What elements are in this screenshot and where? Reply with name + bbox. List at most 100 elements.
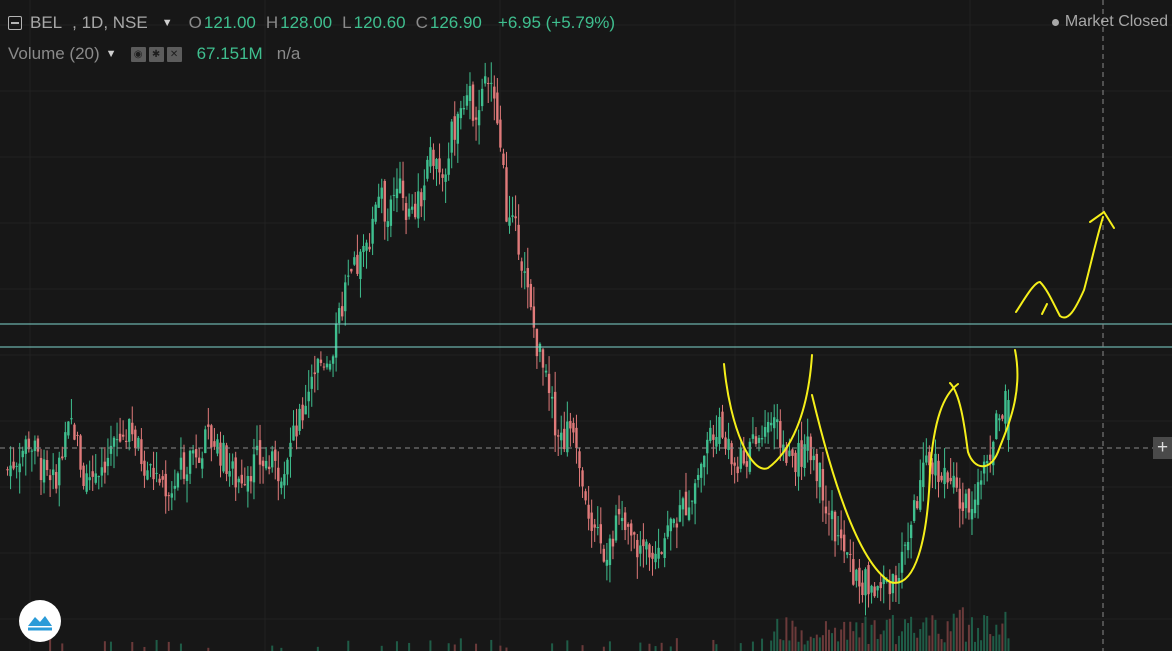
candle-body bbox=[508, 217, 511, 226]
chevron-down-icon[interactable]: ▼ bbox=[161, 17, 173, 29]
candle-body bbox=[973, 499, 977, 514]
volume-bar bbox=[977, 627, 980, 651]
volume-bar bbox=[408, 642, 411, 651]
volume-bar bbox=[581, 645, 584, 651]
candle-body bbox=[267, 466, 271, 470]
candle-body bbox=[699, 463, 703, 478]
candle-body bbox=[310, 376, 313, 389]
plus-icon[interactable]: + bbox=[1153, 437, 1172, 459]
candle-body bbox=[286, 459, 289, 475]
candle-body bbox=[666, 525, 669, 537]
volume-bar bbox=[980, 640, 983, 651]
candle-body bbox=[359, 251, 362, 280]
volume-bar bbox=[380, 645, 383, 651]
volume-bar bbox=[505, 647, 508, 651]
candle-body bbox=[791, 449, 794, 456]
candle-body bbox=[651, 552, 654, 559]
candle-body bbox=[605, 559, 609, 566]
logo-mark bbox=[28, 616, 52, 631]
volume-bar bbox=[785, 617, 788, 651]
candle-body bbox=[51, 469, 55, 476]
candle-body bbox=[483, 76, 487, 84]
volume-bar bbox=[660, 642, 663, 651]
volume-bar bbox=[815, 634, 818, 651]
candle-body bbox=[879, 582, 882, 589]
volume-bar bbox=[648, 643, 651, 651]
candle-body bbox=[164, 473, 167, 497]
candle-body bbox=[952, 475, 955, 488]
candle-body bbox=[745, 461, 749, 467]
candle-body bbox=[158, 478, 161, 483]
eye-icon[interactable]: ◉ bbox=[130, 46, 146, 62]
volume-bar bbox=[806, 640, 809, 651]
volume-bar bbox=[867, 643, 870, 651]
candle-body bbox=[830, 510, 834, 520]
candle-body bbox=[690, 500, 694, 502]
minus-square-icon[interactable] bbox=[8, 16, 22, 30]
candle-body bbox=[490, 82, 493, 84]
candle-body bbox=[237, 478, 240, 483]
candle-body bbox=[760, 438, 764, 440]
candle-body bbox=[821, 469, 825, 501]
candle-body bbox=[849, 553, 852, 555]
candle-body bbox=[1004, 390, 1007, 424]
volume-bar bbox=[885, 619, 888, 651]
candle-body bbox=[931, 462, 934, 475]
candle-body bbox=[283, 474, 286, 486]
candle-body bbox=[134, 429, 137, 449]
candle-body bbox=[234, 457, 237, 488]
candle-body bbox=[596, 526, 599, 529]
volume-bar bbox=[475, 643, 478, 651]
candle-body bbox=[766, 421, 770, 433]
candle-body bbox=[538, 343, 542, 352]
candle-body bbox=[794, 452, 797, 473]
candle-body bbox=[395, 188, 399, 199]
volume-bar bbox=[639, 642, 642, 651]
volume-bar bbox=[831, 633, 834, 651]
candle-body bbox=[882, 576, 885, 585]
candle-body bbox=[706, 439, 709, 454]
volume-bar bbox=[900, 631, 903, 651]
candle-body bbox=[64, 432, 67, 458]
candle-body bbox=[197, 457, 201, 463]
candle-body bbox=[465, 95, 469, 106]
volume-bar bbox=[654, 646, 657, 651]
candle-body bbox=[660, 552, 663, 554]
chart-logo-icon[interactable] bbox=[19, 600, 61, 642]
volume-bar bbox=[873, 620, 876, 651]
chevron-down-icon[interactable]: ▼ bbox=[105, 48, 117, 60]
volume-bar bbox=[1004, 611, 1007, 651]
candle-body bbox=[575, 427, 578, 449]
candle-body bbox=[958, 488, 961, 509]
candle-body bbox=[82, 465, 85, 486]
volume-bar bbox=[934, 619, 937, 651]
candle-body bbox=[240, 474, 243, 484]
candle-body bbox=[505, 167, 508, 222]
candle-body bbox=[307, 391, 310, 402]
candle-body bbox=[344, 282, 347, 312]
candle-body bbox=[769, 422, 773, 426]
volume-bar bbox=[779, 639, 782, 651]
candle-body bbox=[739, 448, 742, 469]
candle-body bbox=[812, 455, 815, 461]
candle-body bbox=[194, 449, 198, 458]
candle-body bbox=[480, 88, 484, 107]
candle-body bbox=[587, 504, 590, 519]
candle-body bbox=[401, 180, 405, 199]
close-icon[interactable]: ✕ bbox=[166, 46, 182, 62]
hand-drawn-annotations[interactable] bbox=[723, 210, 1115, 584]
candle-body bbox=[982, 461, 986, 474]
candle-body bbox=[858, 567, 861, 587]
volume-bar bbox=[109, 641, 112, 651]
candle-body bbox=[721, 411, 724, 438]
arrowhead-icon bbox=[1089, 210, 1115, 229]
volume-bar bbox=[840, 629, 843, 651]
candle-body bbox=[128, 419, 131, 442]
gear-icon[interactable]: ✱ bbox=[148, 46, 164, 62]
volume-bar bbox=[870, 624, 873, 651]
candle-body bbox=[1001, 415, 1004, 419]
volume-bar bbox=[824, 621, 827, 651]
